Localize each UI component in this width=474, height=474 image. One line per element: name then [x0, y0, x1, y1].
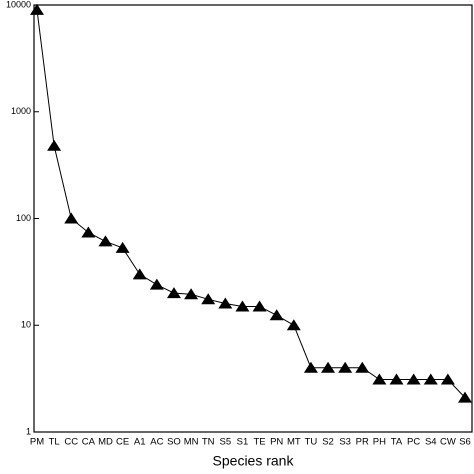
marker: [30, 3, 44, 15]
marker: [81, 226, 96, 238]
y-tick-label: 100: [16, 213, 31, 223]
marker: [406, 373, 421, 385]
y-tick-label: 10: [21, 320, 31, 330]
x-tick-label: TN: [202, 437, 215, 448]
x-tick-label: CE: [116, 437, 129, 448]
x-tick-label: PN: [270, 437, 283, 448]
x-tick-label: SO: [167, 437, 181, 448]
x-tick-label: MD: [98, 437, 113, 448]
x-tick-label: S1: [237, 437, 249, 448]
marker: [269, 309, 284, 321]
x-tick-label: PR: [356, 437, 369, 448]
series-line: [36, 9, 466, 398]
y-tick-label: 1: [26, 426, 31, 436]
marker: [423, 373, 438, 385]
marker: [303, 361, 318, 373]
marker: [201, 293, 216, 305]
marker: [115, 241, 130, 253]
x-tick-label: PM: [30, 437, 44, 448]
x-tick-label: CW: [440, 437, 456, 448]
plot-frame: [33, 4, 473, 433]
x-tick-label: S5: [220, 437, 232, 448]
marker: [355, 361, 370, 373]
x-tick-label: TU: [305, 437, 318, 448]
x-tick-label: MN: [184, 437, 199, 448]
y-tick-label: 10000: [6, 0, 31, 9]
x-tick-label: S2: [322, 437, 334, 448]
marker: [132, 268, 147, 280]
marker: [47, 139, 62, 151]
x-tick-label: TE: [253, 437, 265, 448]
x-tick-label: TL: [49, 437, 60, 448]
marker: [321, 361, 336, 373]
marker: [64, 212, 79, 224]
marker: [235, 300, 250, 312]
x-tick-label: S3: [339, 437, 351, 448]
marker: [372, 373, 387, 385]
x-tick-label: AC: [150, 437, 163, 448]
x-tick-label: CC: [64, 437, 78, 448]
x-tick-label: S4: [425, 437, 437, 448]
x-tick-label: TA: [391, 437, 403, 448]
x-tick-label: CA: [82, 437, 96, 448]
marker: [338, 361, 353, 373]
x-tick-label: S6: [459, 437, 471, 448]
marker: [98, 235, 113, 247]
marker: [184, 288, 199, 300]
marker: [458, 391, 472, 403]
marker: [252, 300, 267, 312]
marker: [149, 278, 164, 290]
marker: [286, 319, 301, 331]
marker: [166, 287, 181, 299]
marker: [389, 373, 404, 385]
marker: [440, 373, 455, 385]
x-tick-label: MT: [287, 437, 301, 448]
x-axis-label: Species rank: [213, 453, 295, 469]
x-tick-label: A1: [134, 437, 146, 448]
y-tick-label: 1000: [11, 106, 31, 116]
marker: [218, 297, 233, 309]
x-tick-label: PH: [373, 437, 386, 448]
x-tick-label: PC: [407, 437, 420, 448]
